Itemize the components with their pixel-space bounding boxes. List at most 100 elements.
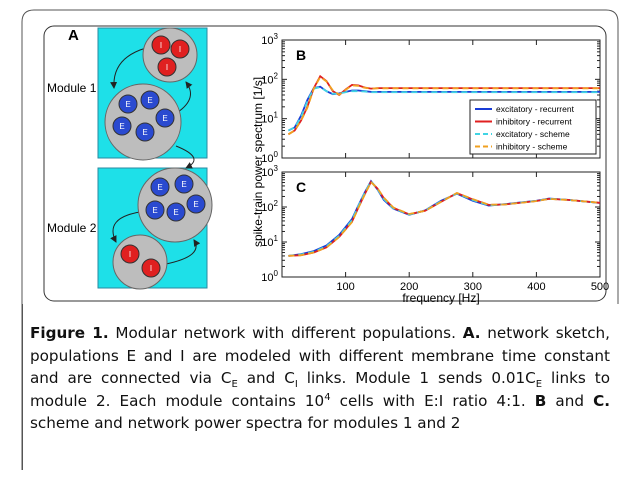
caption-text: and xyxy=(546,391,594,410)
cell-label: E xyxy=(181,180,186,189)
arrow xyxy=(165,239,201,265)
cell xyxy=(155,108,175,128)
cell xyxy=(118,94,138,114)
legend-label: inhibitory - recurrent xyxy=(496,117,572,127)
cell-label: E xyxy=(152,206,157,215)
y-tick-label: 100 xyxy=(261,269,278,284)
caption-text: links to module 2. Each module contains … xyxy=(30,369,610,410)
caption-text: A. xyxy=(462,324,481,342)
module-label: Module 1 xyxy=(47,81,97,95)
cell xyxy=(120,244,140,264)
cell xyxy=(135,122,155,142)
x-tick-label: 500 xyxy=(591,281,609,293)
caption: Figure 1. Modular network with different… xyxy=(30,322,610,435)
figure-frame xyxy=(21,9,619,470)
cell xyxy=(174,174,194,194)
cell xyxy=(141,258,161,278)
cell xyxy=(166,202,186,222)
y-tick-base: 10 xyxy=(261,167,273,179)
cell xyxy=(157,57,177,77)
legend-label: excitatory - recurrent xyxy=(496,104,575,114)
y-tick-base: 10 xyxy=(261,272,273,284)
caption-text: I xyxy=(294,379,298,391)
cell-label: E xyxy=(162,114,167,123)
y-tick-label: 102 xyxy=(261,71,278,86)
cell-label: E xyxy=(142,128,147,137)
caption-text: C. xyxy=(593,391,611,410)
y-tick-exponent: 3 xyxy=(274,32,279,41)
legend-label: excitatory - scheme xyxy=(496,129,570,139)
y-tick-label: 102 xyxy=(261,199,278,214)
caption-text: E xyxy=(535,379,543,391)
y-tick-base: 10 xyxy=(261,237,273,249)
series-line xyxy=(288,180,601,257)
cell-label: I xyxy=(160,41,162,50)
y-tick-base: 10 xyxy=(261,202,273,214)
y-tick-base: 10 xyxy=(261,74,273,86)
y-tick-label: 101 xyxy=(261,234,278,249)
cell xyxy=(186,194,206,214)
cell xyxy=(140,90,160,110)
caption-text: B xyxy=(534,391,547,410)
panel-a: A Module 1 Module 2 I I I E E E E E E E E E E I I xyxy=(47,27,213,290)
caption-text: and C xyxy=(237,369,295,387)
cell-label: E xyxy=(157,183,162,192)
x-axis-label: frequency [Hz] xyxy=(402,291,479,305)
y-tick-exponent: 3 xyxy=(274,164,279,173)
cell-label: E xyxy=(147,96,152,105)
arrow xyxy=(110,47,147,89)
x-tick-label: 200 xyxy=(400,281,418,293)
panel-label: C xyxy=(296,179,306,195)
y-tick-exponent: 0 xyxy=(274,269,279,278)
y-tick-base: 10 xyxy=(261,153,273,165)
y-tick-label: 101 xyxy=(261,111,278,126)
cell-label: E xyxy=(193,200,198,209)
cell-label: I xyxy=(166,63,168,72)
legend-label: inhibitory - scheme xyxy=(496,142,568,152)
x-tick-label: 100 xyxy=(336,281,354,293)
series-line xyxy=(288,86,600,132)
y-tick-exponent: 0 xyxy=(274,150,279,159)
cell-label: E xyxy=(173,208,178,217)
image-frame xyxy=(43,25,607,302)
cell-label: E xyxy=(119,122,124,131)
population xyxy=(112,234,168,290)
y-tick-exponent: 1 xyxy=(274,234,279,243)
caption-border xyxy=(22,304,23,470)
y-tick-label: 103 xyxy=(261,164,278,179)
cell-label: I xyxy=(179,45,181,54)
cell xyxy=(145,200,165,220)
caption-text: scheme and network power spectra for mod… xyxy=(30,414,461,432)
y-tick-exponent: 2 xyxy=(274,71,279,80)
y-axis-label: spike-train power spectrum [1/s] xyxy=(251,77,265,247)
caption-text: E xyxy=(231,379,238,391)
caption-text: cells with E:I ratio 4:1. xyxy=(330,391,535,410)
cell xyxy=(170,39,190,59)
cell-label: I xyxy=(129,250,131,259)
y-tick-base: 10 xyxy=(261,35,273,47)
panel-label: A xyxy=(68,27,79,44)
x-tick-label: 300 xyxy=(464,281,482,293)
cell-label: E xyxy=(125,100,130,109)
arrow xyxy=(177,81,193,113)
cell-label: I xyxy=(150,264,152,273)
caption-text: Modular network with different populatio… xyxy=(108,324,463,342)
plot-area xyxy=(281,171,601,278)
y-tick-exponent: 2 xyxy=(274,199,279,208)
arrow xyxy=(175,145,195,169)
cell xyxy=(112,116,132,136)
caption-text: Figure 1. xyxy=(30,324,109,342)
x-tick-label: 400 xyxy=(527,281,545,293)
cell xyxy=(151,35,171,55)
series-line xyxy=(287,75,600,136)
y-tick-label: 100 xyxy=(261,150,278,165)
module-label: Module 2 xyxy=(47,221,97,235)
y-tick-base: 10 xyxy=(261,114,273,126)
caption-text: network sketch, populations E and I are … xyxy=(30,324,610,387)
caption-text: links. Module 1 sends 0.01C xyxy=(297,369,536,387)
arrow xyxy=(110,211,141,243)
panel-label: B xyxy=(296,47,306,63)
caption-text: 4 xyxy=(324,391,331,403)
